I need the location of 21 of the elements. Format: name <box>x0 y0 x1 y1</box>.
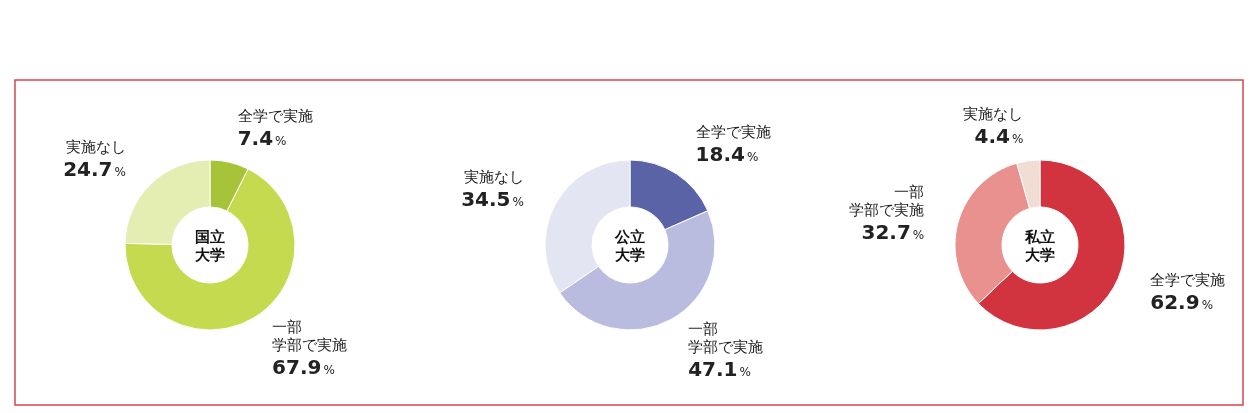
data-label: 32.7% <box>861 220 925 245</box>
data-label: 62.9% <box>1150 290 1214 315</box>
text: 公立大学 <box>614 228 645 264</box>
text: 国立大学 <box>195 228 225 264</box>
slice-label: 実施なし <box>65 138 126 157</box>
data-label: 24.7% <box>63 157 126 182</box>
data-label: 67.9% <box>272 354 335 379</box>
data-label: 7.4% <box>237 126 287 151</box>
slice-label: 一部学部で実施 <box>688 319 764 356</box>
text: 私立大学 <box>1024 228 1055 264</box>
data-label: 34.5% <box>461 186 524 211</box>
slice-label: 一部学部で実施 <box>272 317 348 354</box>
data-label: 4.4% <box>974 124 1024 149</box>
slice-label: 全学で実施 <box>695 123 771 142</box>
slice-label: 実施なし <box>463 167 524 186</box>
slice-label: 全学で実施 <box>1150 271 1226 290</box>
data-label: 47.1% <box>688 356 751 381</box>
slice-label: 一部学部で実施 <box>849 183 925 220</box>
slice-label: 全学で実施 <box>237 107 313 126</box>
slice-label: 実施なし <box>963 105 1024 124</box>
data-label: 18.4% <box>695 142 759 167</box>
